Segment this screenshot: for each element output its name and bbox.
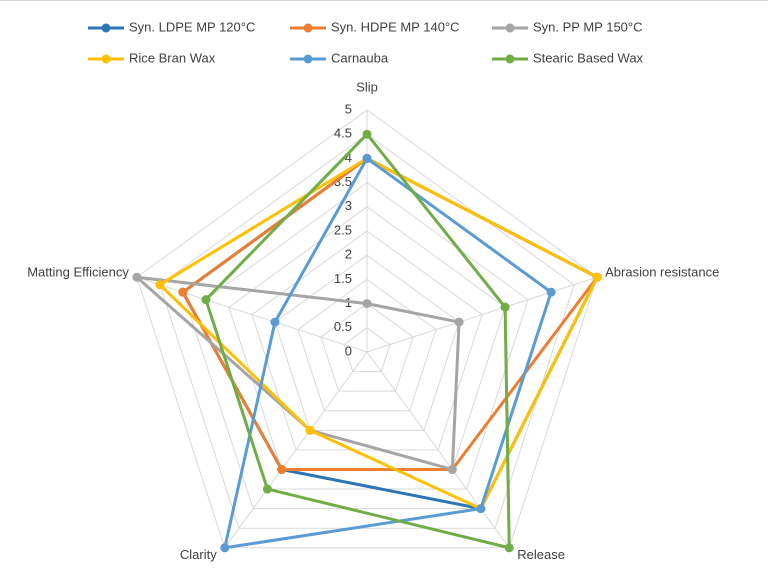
legend-label[interactable]: Carnauba: [331, 50, 389, 65]
legend-label[interactable]: Syn. LDPE MP 120°C: [129, 19, 255, 34]
data-point: [132, 272, 142, 282]
grid-ring: [205, 181, 529, 490]
data-point: [362, 153, 372, 163]
spoke: [366, 276, 598, 353]
axis-label: Abrasion resistance: [605, 265, 719, 280]
legend-marker: [101, 23, 111, 33]
grid-ring: [297, 278, 437, 412]
data-point: [201, 295, 211, 305]
legend-label[interactable]: Syn. PP MP 150°C: [533, 19, 643, 34]
data-point: [447, 464, 457, 474]
grid-ring: [159, 133, 575, 529]
axis-label: Matting Efficiency: [27, 265, 129, 280]
legend-label[interactable]: Rice Bran Wax: [129, 50, 216, 65]
r-tick-label: 4.5: [334, 126, 352, 141]
grid-ring: [343, 327, 391, 373]
data-point: [500, 302, 510, 312]
series-line: [135, 275, 461, 471]
r-tick-label: 3: [345, 198, 352, 213]
legend-label[interactable]: Syn. HDPE MP 140°C: [331, 19, 460, 34]
grid-ring: [274, 254, 460, 431]
data-point: [220, 543, 230, 553]
series-line: [204, 132, 511, 550]
r-tick-label: 4: [345, 150, 352, 165]
grid-ring: [136, 109, 598, 549]
legend-marker: [303, 54, 313, 64]
data-point: [305, 425, 315, 435]
data-point: [362, 129, 372, 139]
r-tick-label: 0: [345, 343, 352, 358]
data-point: [277, 464, 287, 474]
data-point: [262, 484, 272, 494]
data-point: [362, 299, 372, 309]
legend-marker: [101, 54, 111, 64]
data-point: [155, 280, 165, 290]
series-line: [158, 156, 599, 511]
axis-label: Slip: [356, 79, 378, 94]
data-point: [504, 543, 514, 553]
data-point: [592, 272, 602, 282]
r-tick-label: 5: [345, 101, 352, 116]
data-point: [454, 317, 464, 327]
legend-marker: [303, 23, 313, 33]
r-tick-label: 2: [345, 247, 352, 262]
data-point: [546, 287, 556, 297]
grid-ring: [251, 230, 483, 451]
legend-label[interactable]: Stearic Based Wax: [533, 50, 644, 65]
data-point: [476, 504, 486, 514]
axis-label: Clarity: [180, 547, 217, 562]
r-tick-label: 1.5: [334, 271, 352, 286]
legend-marker: [505, 54, 515, 64]
data-point: [270, 317, 280, 327]
series-line: [223, 156, 553, 550]
axis-label: Release: [517, 547, 565, 562]
spoke: [366, 351, 510, 549]
r-tick-label: 0.5: [334, 319, 352, 334]
r-tick-label: 2.5: [334, 222, 352, 237]
spoke: [224, 351, 368, 549]
spoke: [136, 276, 368, 353]
data-point: [178, 287, 188, 297]
legend-marker: [505, 23, 515, 33]
grid-ring: [320, 302, 414, 392]
